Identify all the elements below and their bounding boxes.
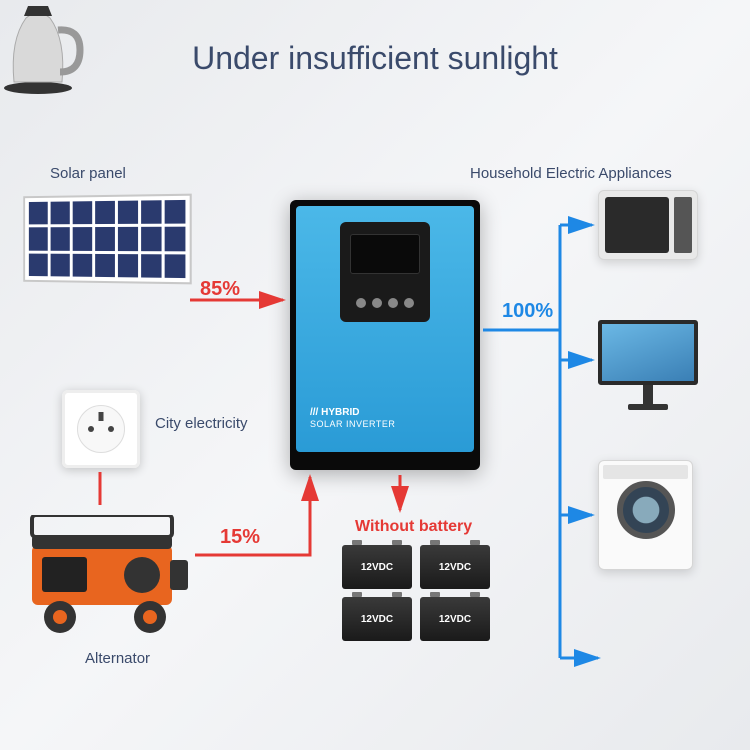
battery-icon: 12VDC: [420, 545, 490, 589]
alternator-label: Alternator: [85, 650, 150, 667]
battery-icon: 12VDC: [342, 597, 412, 641]
wall-outlet-icon: [62, 390, 140, 468]
appliances-label: Household Electric Appliances: [470, 165, 672, 182]
without-battery-label: Without battery: [355, 518, 472, 536]
hybrid-inverter-icon: /// HYBRID SOLAR INVERTER: [290, 200, 480, 470]
solar-panel-label: Solar panel: [50, 165, 126, 182]
microwave-icon: [598, 190, 698, 260]
washing-machine-icon: [598, 460, 693, 570]
solar-panel-icon: [23, 194, 191, 285]
output-pct: 100%: [502, 300, 553, 323]
solar-input-pct: 85%: [200, 278, 240, 301]
battery-icon: 12VDC: [420, 597, 490, 641]
monitor-icon: [598, 320, 698, 410]
battery-bank-icon: 12VDC 12VDC 12VDC 12VDC: [342, 545, 490, 641]
inverter-brand-line1: /// HYBRID: [310, 407, 395, 419]
battery-icon: 12VDC: [342, 545, 412, 589]
alternator-input-pct: 15%: [220, 526, 260, 549]
inverter-brand-line2: SOLAR INVERTER: [310, 419, 395, 430]
page-title: Under insufficient sunlight: [0, 40, 750, 77]
city-electricity-label: City electricity: [155, 415, 248, 432]
alternator-generator-icon: [22, 515, 192, 635]
